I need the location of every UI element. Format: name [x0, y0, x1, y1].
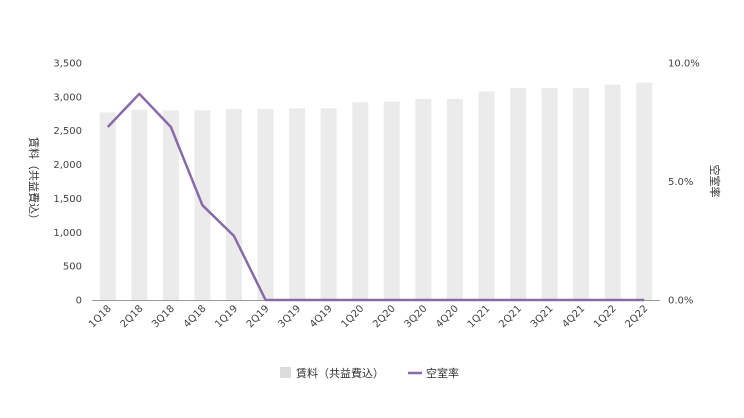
bar [510, 88, 526, 300]
x-tick-label: 2Q19 [245, 303, 272, 330]
bar [478, 91, 495, 300]
x-tick-label: 3Q21 [529, 303, 556, 330]
left-axis-ticks: 0 500 1,000 1,500 2,000 2,500 3,000 3,500 [53, 59, 82, 307]
bar [446, 98, 463, 300]
x-tick-label: 2Q20 [371, 303, 398, 330]
bar [352, 102, 369, 300]
bar [541, 88, 558, 300]
y-left-tick-label: 3,500 [53, 59, 82, 70]
x-tick-label: 1Q20 [339, 303, 366, 330]
bar [604, 84, 621, 300]
y-left-tick-label: 3,000 [53, 92, 82, 103]
y-right-tick-label: 5.0% [668, 177, 693, 188]
x-tick-label: 3Q19 [276, 303, 303, 330]
x-tick-label: 1Q21 [466, 303, 493, 330]
x-tick-label: 4Q18 [182, 303, 209, 330]
right-axis-ticks: 0.0% 5.0% 10.0% [668, 59, 700, 307]
bar [573, 88, 590, 300]
y-left-tick-label: 2,500 [53, 126, 82, 137]
line-series [106, 92, 645, 302]
bar [383, 101, 400, 301]
x-tick-label: 4Q21 [560, 303, 587, 330]
legend-label-bar: 賃料（共益費込） [296, 366, 384, 380]
bar [162, 110, 179, 301]
y-axis-left-title: 賃料（共益費込） [27, 137, 41, 225]
x-tick-label: 4Q20 [434, 303, 461, 330]
bar [257, 109, 274, 300]
bar [320, 108, 337, 301]
x-tick-label: 1Q18 [87, 303, 114, 330]
y-left-tick-label: 0 [76, 296, 82, 307]
y-left-tick-label: 2,000 [53, 160, 82, 171]
bar [131, 109, 148, 300]
y-left-tick-label: 500 [63, 262, 82, 273]
y-left-tick-label: 1,000 [53, 228, 82, 239]
x-tick-label: 4Q19 [308, 303, 335, 330]
x-tick-label: 2Q18 [119, 303, 146, 330]
x-tick-label: 3Q18 [150, 303, 177, 330]
bar [636, 82, 653, 300]
legend-label-line: 空室率 [426, 366, 459, 380]
y-axis-right-title: 空室率 [708, 165, 722, 198]
x-axis-ticks: 1Q18 2Q18 3Q18 4Q18 1Q19 2Q19 3Q19 4Q19 1Q20 2Q20… [87, 303, 650, 330]
legend: 賃料（共益費込） 空室率 [280, 366, 459, 380]
bar [289, 108, 306, 301]
y-right-tick-label: 0.0% [668, 296, 693, 307]
x-tick-label: 2Q21 [497, 303, 524, 330]
x-tick-label: 3Q20 [403, 303, 430, 330]
bar [415, 98, 432, 300]
x-tick-label: 2Q22 [623, 303, 650, 330]
x-tick-label: 1Q22 [592, 303, 619, 330]
y-left-tick-label: 1,500 [53, 194, 82, 205]
bar-series [99, 82, 653, 301]
legend-swatch-bar [280, 367, 291, 378]
x-tick-label: 1Q19 [213, 303, 240, 330]
y-right-tick-label: 10.0% [668, 59, 700, 70]
bar [226, 109, 242, 300]
vacancy-rate-line [106, 92, 645, 302]
bar [99, 112, 116, 300]
